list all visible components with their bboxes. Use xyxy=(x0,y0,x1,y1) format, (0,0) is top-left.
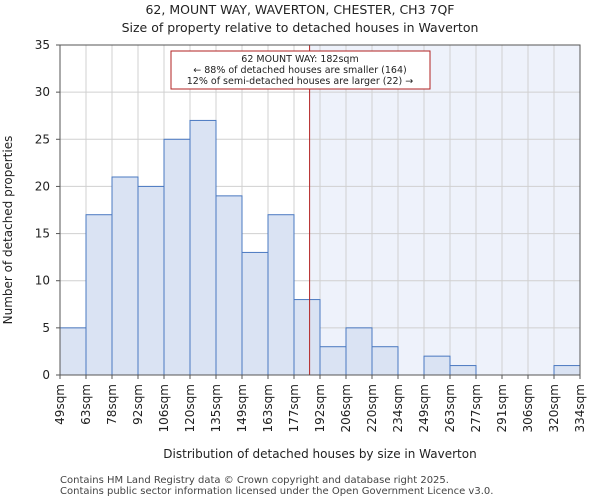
histogram-bar xyxy=(137,185,165,376)
histogram-bar xyxy=(85,214,113,376)
x-tick-label: 192sqm xyxy=(313,384,327,432)
y-tick-label: 15 xyxy=(35,227,50,241)
x-axis-title: Distribution of detached houses by size … xyxy=(163,447,476,461)
histogram-bar xyxy=(59,327,87,376)
x-tick-label: 334sqm xyxy=(573,384,587,432)
annotation-line-2: ← 88% of detached houses are smaller (16… xyxy=(193,65,406,76)
x-tick-label: 263sqm xyxy=(443,384,457,432)
y-tick-label: 35 xyxy=(35,38,50,52)
x-tick-label: 206sqm xyxy=(339,384,353,432)
x-tick-label: 249sqm xyxy=(417,384,431,432)
annotation-box: 62 MOUNT WAY: 182sqm ← 88% of detached h… xyxy=(170,50,431,90)
x-tick-label: 220sqm xyxy=(365,384,379,432)
x-tick-label: 49sqm xyxy=(53,384,67,425)
histogram-bar xyxy=(111,176,139,376)
histogram-bar xyxy=(345,327,373,376)
histogram-bar xyxy=(215,195,243,376)
x-tick-label: 63sqm xyxy=(79,384,93,425)
annotation-line-1: 62 MOUNT WAY: 182sqm xyxy=(241,54,358,65)
larger-region-shade xyxy=(309,45,580,375)
x-tick-label: 177sqm xyxy=(287,384,301,432)
x-tick-label: 234sqm xyxy=(391,384,405,432)
y-tick-label: 25 xyxy=(35,132,50,146)
histogram-bar xyxy=(241,251,269,376)
x-tick-label: 149sqm xyxy=(235,384,249,432)
histogram-bar xyxy=(423,355,451,376)
footer-line-2: Contains public sector information licen… xyxy=(60,486,493,497)
x-tick-label: 78sqm xyxy=(105,384,119,425)
x-tick-label: 306sqm xyxy=(521,384,535,432)
histogram-bar xyxy=(267,214,295,376)
x-tick-label: 277sqm xyxy=(469,384,483,432)
x-tick-label: 120sqm xyxy=(183,384,197,432)
y-tick-label: 0 xyxy=(42,368,50,382)
histogram-bar xyxy=(553,365,581,376)
x-tick-label: 106sqm xyxy=(157,384,171,432)
histogram-bar xyxy=(163,138,191,376)
chart-title-line-2: Size of property relative to detached ho… xyxy=(122,20,479,35)
y-tick-label: 20 xyxy=(35,179,50,193)
x-tick-label: 320sqm xyxy=(547,384,561,432)
x-tick-label: 92sqm xyxy=(131,384,145,425)
footer-line-1: Contains HM Land Registry data © Crown c… xyxy=(60,475,449,486)
histogram-bar xyxy=(371,346,399,376)
histogram-bar xyxy=(319,346,347,376)
y-tick-label: 10 xyxy=(35,274,50,288)
y-axis-title: Number of detached properties xyxy=(1,136,15,325)
x-tick-label: 163sqm xyxy=(261,384,275,432)
histogram-bar xyxy=(449,365,477,376)
chart-title-line-1: 62, MOUNT WAY, WAVERTON, CHESTER, CH3 7Q… xyxy=(145,2,454,17)
y-tick-label: 30 xyxy=(35,85,50,99)
histogram-bar xyxy=(189,119,217,376)
annotation-line-3: 12% of semi-detached houses are larger (… xyxy=(187,76,414,87)
y-tick-label: 5 xyxy=(42,321,50,335)
histogram-bar xyxy=(293,299,321,376)
x-tick-label: 291sqm xyxy=(495,384,509,432)
x-tick-label: 135sqm xyxy=(209,384,223,432)
